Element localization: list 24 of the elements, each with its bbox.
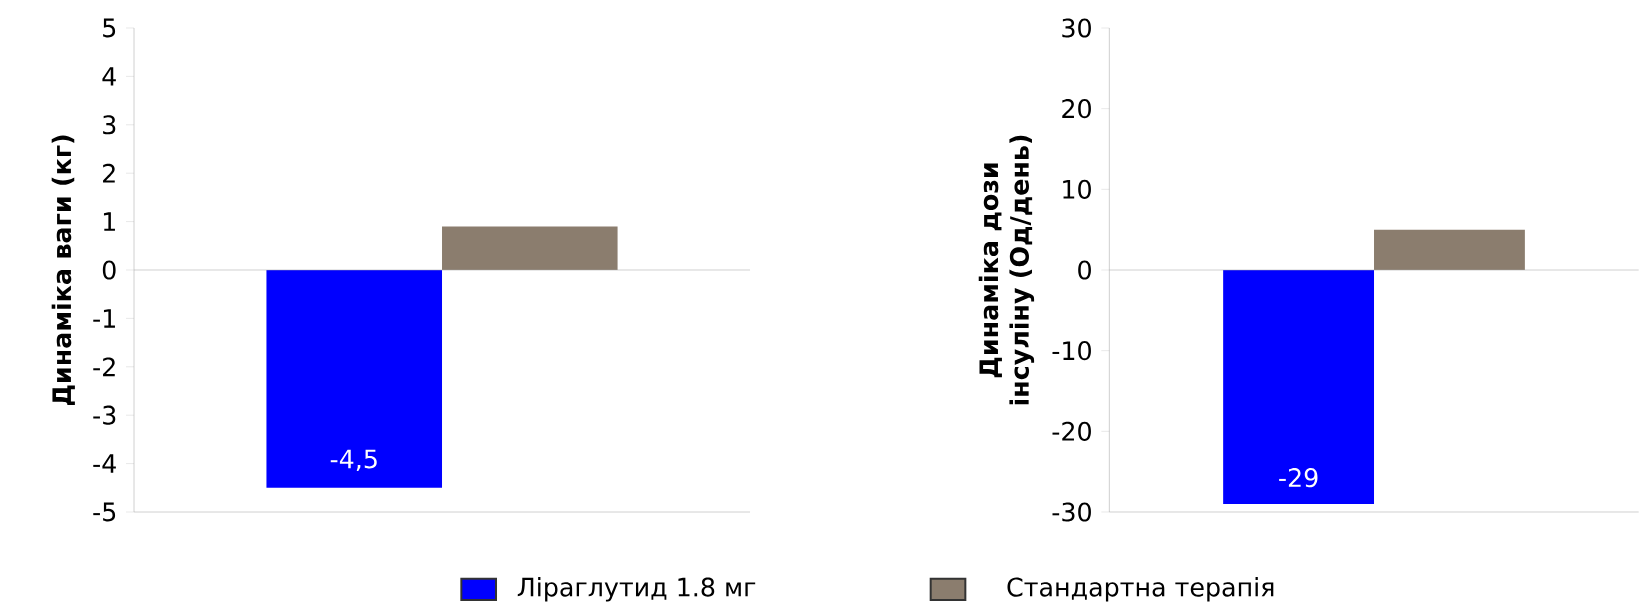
y-axis-title: Динаміка дози інсуліну (Од/день) — [978, 135, 1035, 405]
y-tick-label: 3 — [103, 115, 116, 135]
y-tick-label: -20 — [1052, 421, 1091, 441]
data-label: -29 — [1279, 468, 1318, 488]
y-tick-label: 0 — [1078, 260, 1091, 280]
y-tick-label: -2 — [93, 357, 115, 377]
y-tick-label: -30 — [1052, 502, 1091, 522]
y-tick-label: 20 — [1062, 99, 1091, 119]
y-tick-label: -4 — [93, 454, 116, 473]
legend-label: Ліраглутид 1.8 мг — [517, 577, 756, 602]
y-tick-label: -1 — [93, 309, 115, 328]
y-tick-label: 1 — [103, 212, 115, 231]
y-tick-label: -5 — [93, 502, 116, 522]
y-tick-label: 2 — [103, 163, 115, 183]
y-axis-title: Динаміка ваги (кг) — [51, 135, 75, 406]
y-tick-label: 10 — [1063, 179, 1091, 199]
y-tick-label: 5 — [103, 18, 116, 38]
y-tick-label: -10 — [1052, 341, 1091, 361]
y-tick-label: 0 — [102, 260, 116, 280]
y-tick-label: 4 — [102, 67, 116, 86]
data-label: -4,5 — [330, 449, 377, 472]
legend-label: Стандартна терапія — [1007, 577, 1274, 602]
y-tick-label: 30 — [1062, 18, 1091, 38]
y-tick-label: -3 — [93, 405, 116, 425]
